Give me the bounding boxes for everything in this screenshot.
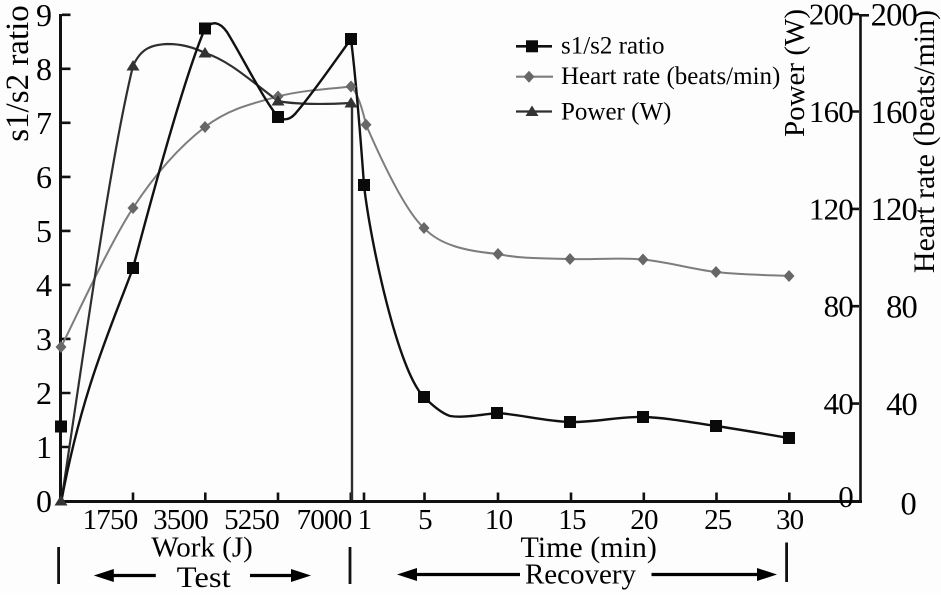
svg-text:160: 160 <box>871 95 918 131</box>
svg-text:Test: Test <box>177 561 232 593</box>
svg-text:10: 10 <box>485 504 513 536</box>
svg-text:200: 200 <box>809 0 853 32</box>
svg-text:160: 160 <box>809 94 853 129</box>
svg-text:Power (W): Power (W) <box>779 9 811 137</box>
svg-text:s1/s2 ratio: s1/s2 ratio <box>0 5 36 142</box>
svg-text:0: 0 <box>901 487 917 523</box>
svg-text:25: 25 <box>704 504 732 536</box>
svg-text:Time (min): Time (min) <box>520 531 656 564</box>
svg-text:7000: 7000 <box>297 504 352 536</box>
svg-text:200: 200 <box>871 0 918 33</box>
svg-text:0: 0 <box>36 483 52 519</box>
svg-text:120: 120 <box>809 191 853 226</box>
svg-text:6: 6 <box>36 159 52 195</box>
svg-text:80: 80 <box>886 290 917 326</box>
svg-text:3500: 3500 <box>153 504 208 536</box>
svg-text:15: 15 <box>558 504 586 536</box>
svg-text:5: 5 <box>418 504 432 536</box>
svg-text:8: 8 <box>36 51 52 87</box>
svg-text:0: 0 <box>838 479 853 514</box>
svg-text:30: 30 <box>776 504 804 536</box>
svg-text:5: 5 <box>36 213 52 249</box>
svg-text:4: 4 <box>36 267 52 303</box>
svg-text:120: 120 <box>871 192 918 228</box>
svg-text:2: 2 <box>36 375 52 411</box>
svg-text:Recovery: Recovery <box>525 559 637 591</box>
svg-text:5250: 5250 <box>224 504 279 536</box>
svg-text:40: 40 <box>886 387 917 423</box>
svg-text:9: 9 <box>36 0 52 33</box>
svg-text:Heart rate (beats/min): Heart rate (beats/min) <box>561 63 780 90</box>
svg-text:Heart rate (beats/min): Heart rate (beats/min) <box>908 10 941 273</box>
svg-text:Power (W): Power (W) <box>561 99 671 126</box>
svg-text:1: 1 <box>36 429 52 465</box>
svg-text:20: 20 <box>630 504 658 536</box>
svg-text:7: 7 <box>36 105 52 141</box>
svg-text:1750: 1750 <box>83 504 138 536</box>
svg-text:80: 80 <box>824 289 854 324</box>
svg-text:Work (J): Work (J) <box>151 532 253 564</box>
svg-text:3: 3 <box>36 321 52 357</box>
svg-text:40: 40 <box>824 386 854 421</box>
svg-text:s1/s2 ratio: s1/s2 ratio <box>561 33 664 60</box>
svg-text:1: 1 <box>358 504 372 536</box>
